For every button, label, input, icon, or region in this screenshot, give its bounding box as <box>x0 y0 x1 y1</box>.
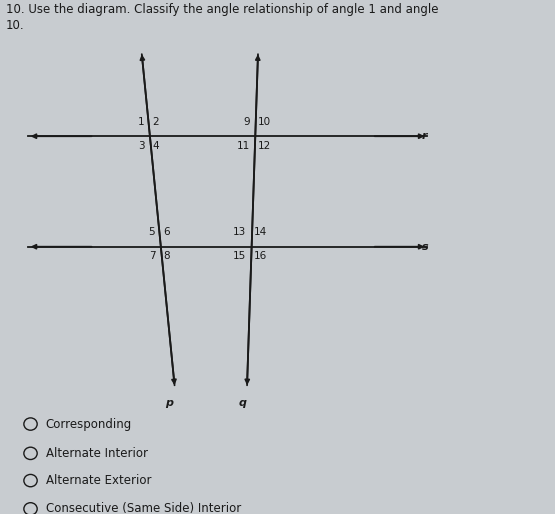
Text: 4: 4 <box>152 141 159 151</box>
Text: Corresponding: Corresponding <box>46 417 132 431</box>
Text: 5: 5 <box>149 228 155 237</box>
Text: 10: 10 <box>258 117 271 127</box>
Text: 12: 12 <box>258 141 271 151</box>
Text: 13: 13 <box>233 228 246 237</box>
Text: 8: 8 <box>163 251 170 261</box>
Text: p: p <box>165 398 173 409</box>
Text: 16: 16 <box>254 251 267 261</box>
Text: Alternate Exterior: Alternate Exterior <box>46 474 151 487</box>
Text: 10. Use the diagram. Classify the angle relationship of angle 1 and angle: 10. Use the diagram. Classify the angle … <box>6 3 438 15</box>
Text: 11: 11 <box>236 141 250 151</box>
Text: s: s <box>422 242 428 252</box>
Text: Consecutive (Same Side) Interior: Consecutive (Same Side) Interior <box>46 502 241 514</box>
Text: 6: 6 <box>163 228 170 237</box>
Text: 9: 9 <box>243 117 250 127</box>
Text: 3: 3 <box>138 141 144 151</box>
Text: 10.: 10. <box>6 19 24 31</box>
Text: 2: 2 <box>152 117 159 127</box>
Text: q: q <box>239 398 247 409</box>
Text: Alternate Interior: Alternate Interior <box>46 447 148 460</box>
Text: 1: 1 <box>138 117 144 127</box>
Text: 7: 7 <box>149 251 155 261</box>
Text: r: r <box>422 131 427 141</box>
Text: 15: 15 <box>233 251 246 261</box>
Text: 14: 14 <box>254 228 267 237</box>
